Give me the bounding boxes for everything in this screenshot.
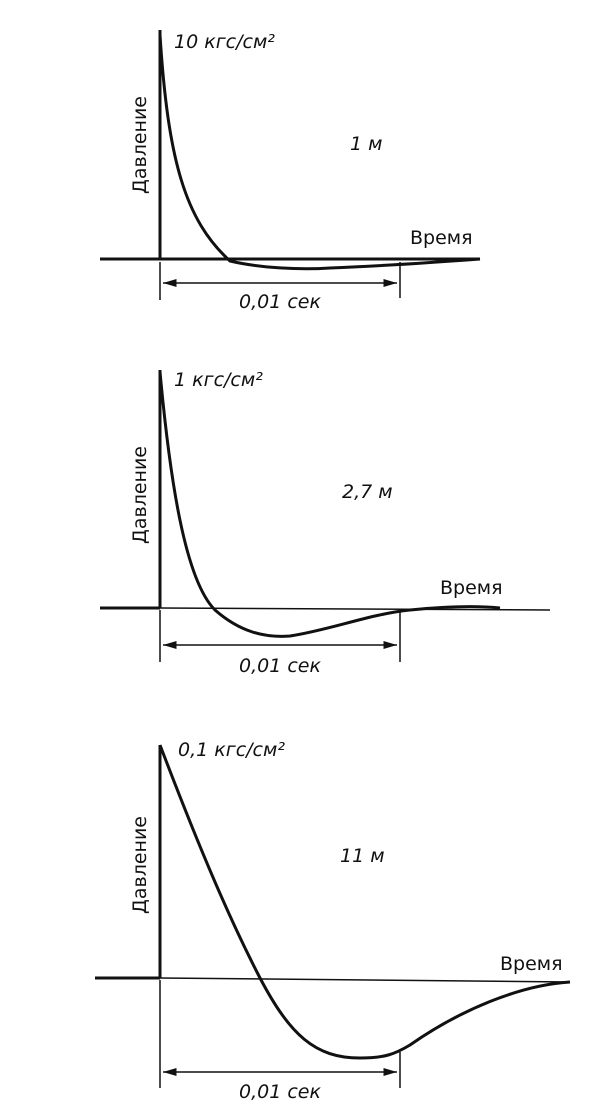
pressure-label: 1 кгс/см² (174, 369, 263, 391)
y-axis-label: Давление (129, 816, 151, 914)
time-axis (159, 977, 571, 983)
panel: 10 кгс/см² 1 м Время 0,01 сек Давление (100, 30, 481, 313)
y-axis-label: Давление (129, 446, 151, 544)
pressure-curve (158, 34, 481, 271)
interval-label: 0,01 сек (239, 1081, 321, 1103)
x-axis-label: Время (410, 227, 473, 249)
distance-label: 11 м (340, 845, 385, 867)
pressure-label: 0,1 кгс/см² (178, 739, 285, 761)
x-axis-label: Время (500, 953, 563, 975)
interval-label: 0,01 сек (239, 655, 321, 677)
panel: 0,1 кгс/см² 11 м Время 0,01 сек Давление (95, 739, 571, 1103)
pressure-curve (158, 744, 571, 1060)
distance-label: 2,7 м (342, 481, 393, 503)
x-axis-label: Время (440, 577, 503, 599)
pressure-label: 10 кгс/см² (174, 31, 275, 53)
distance-label: 1 м (350, 133, 382, 155)
interval-label: 0,01 сек (239, 291, 321, 313)
time-axis (159, 607, 551, 611)
pressure-curve (158, 371, 501, 638)
y-axis-label: Давление (129, 96, 151, 194)
panel: 1 кгс/см² 2,7 м Время 0,01 сек Давление (100, 369, 551, 677)
